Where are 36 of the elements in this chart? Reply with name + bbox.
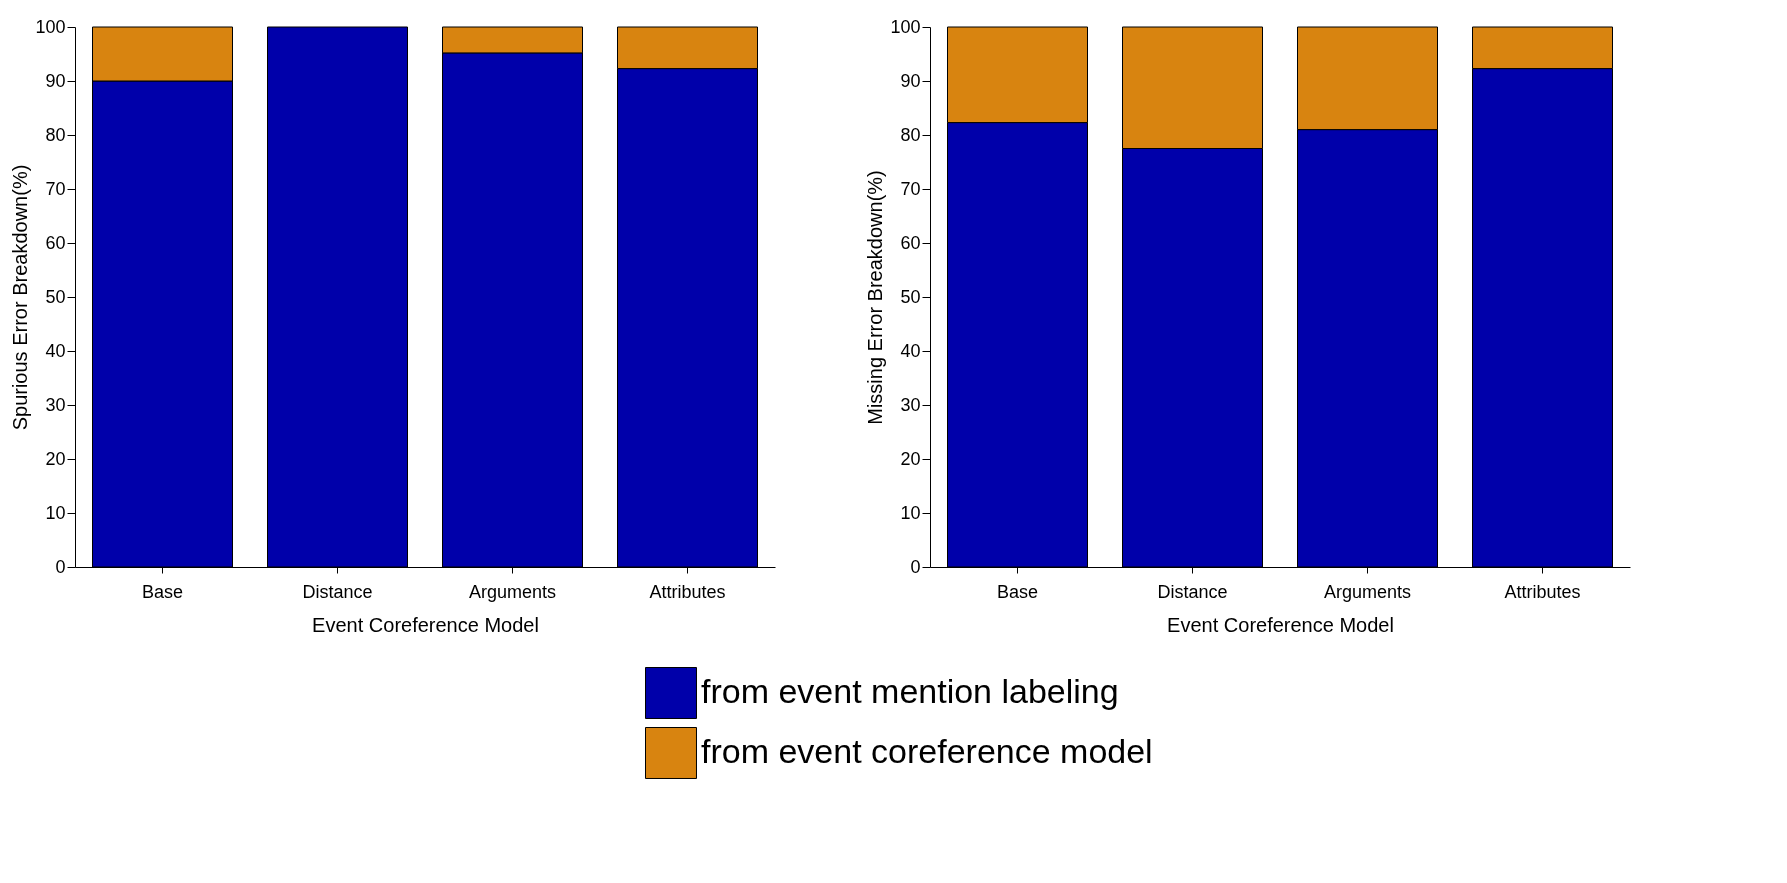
x-tick-label: Arguments (1323, 581, 1412, 602)
y-tick-label: 50 (900, 286, 921, 307)
x-axis-title: Event Coreference Model (1167, 613, 1394, 636)
y-tick-label: 70 (45, 178, 66, 199)
y-tick-label: 10 (900, 502, 921, 523)
y-tick-label: 80 (45, 124, 66, 145)
x-tick-label: Arguments (468, 581, 557, 602)
y-tick-label: 0 (910, 556, 921, 577)
y-tick-label: 40 (45, 340, 66, 361)
x-tick-label: Distance (1157, 581, 1228, 602)
x-axis-title: Event Coreference Model (312, 613, 539, 636)
y-tick-label: 70 (900, 178, 921, 199)
y-tick-label: 100 (890, 16, 921, 37)
x-tick-label: Distance (302, 581, 373, 602)
x-tick-label: Base (996, 581, 1039, 602)
y-tick-label: 80 (900, 124, 921, 145)
y-tick-label: 50 (45, 286, 66, 307)
y-axis-title: Spurious Error Breakdown(%) (9, 164, 32, 431)
y-tick-label: 0 (55, 556, 66, 577)
y-tick-label: 90 (45, 70, 66, 91)
x-tick-label: Attributes (1504, 581, 1581, 602)
y-tick-label: 100 (35, 16, 66, 37)
y-tick-label: 20 (45, 448, 66, 469)
y-tick-label: 20 (900, 448, 921, 469)
y-tick-label: 40 (900, 340, 921, 361)
y-tick-label: 30 (45, 394, 66, 415)
y-tick-label: 60 (900, 232, 921, 253)
legend-label: from event coreference model (701, 732, 1153, 770)
x-tick-label: Base (141, 581, 184, 602)
legend-label: from event mention labeling (701, 672, 1119, 710)
y-tick-label: 60 (45, 232, 66, 253)
y-axis-title: Missing Error Breakdown(%) (864, 170, 887, 425)
y-tick-label: 30 (900, 394, 921, 415)
y-tick-label: 10 (45, 502, 66, 523)
y-tick-label: 90 (900, 70, 921, 91)
x-tick-label: Attributes (649, 581, 726, 602)
